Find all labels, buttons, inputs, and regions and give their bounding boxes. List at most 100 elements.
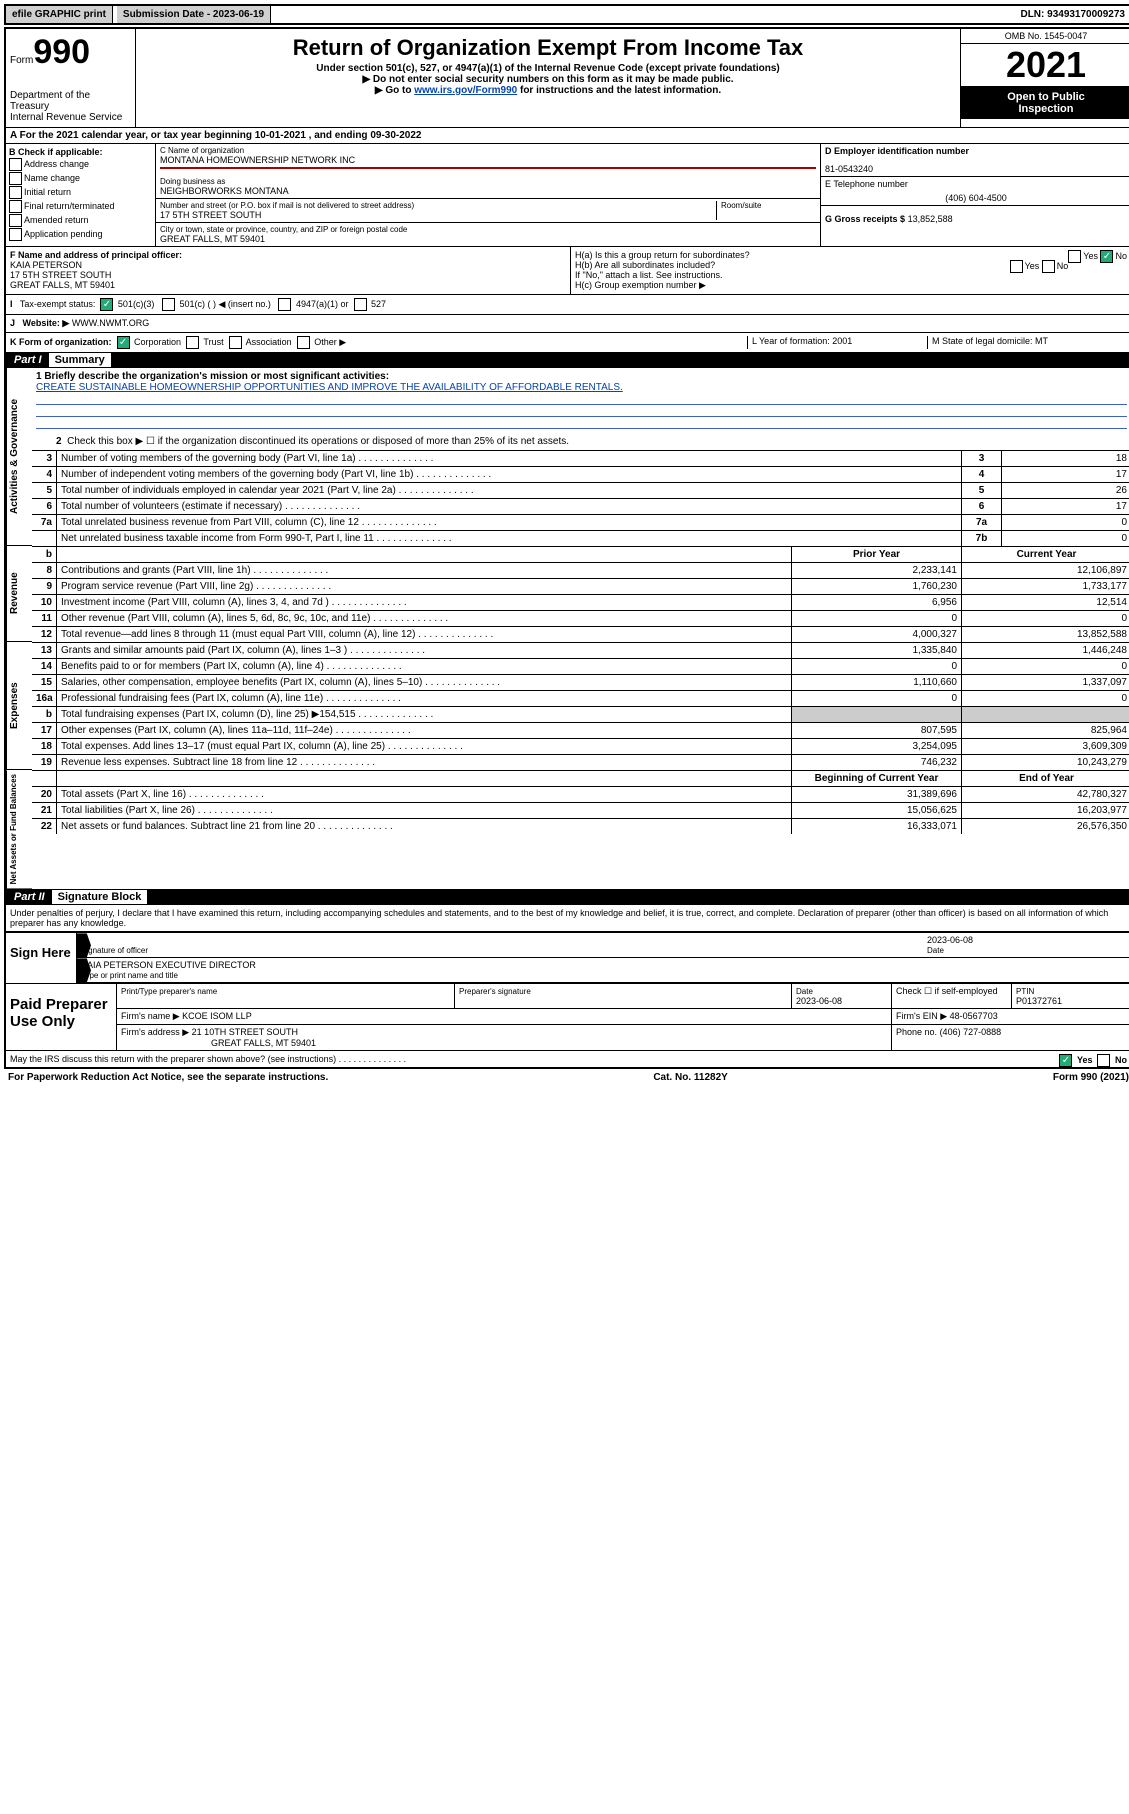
line-text: Number of independent voting members of … — [56, 467, 961, 482]
summary-row: 17 Other expenses (Part IX, column (A), … — [32, 722, 1129, 738]
line-number: 20 — [32, 787, 56, 802]
cb-527[interactable] — [354, 298, 367, 311]
sign-here-label: Sign Here — [6, 933, 76, 983]
officer-name: KAIA PETERSON — [10, 260, 82, 270]
summary-row: 11 Other revenue (Part VIII, column (A),… — [32, 610, 1129, 626]
phone-value: (406) 604-4500 — [825, 193, 1127, 203]
omb-number: OMB No. 1545-0047 — [961, 29, 1129, 44]
summary-row: 22 Net assets or fund balances. Subtract… — [32, 818, 1129, 834]
lbl-other: Other ▶ — [314, 337, 346, 347]
goto-post: for instructions and the latest informat… — [517, 85, 721, 96]
cb-application-pending[interactable]: Application pending — [9, 228, 152, 241]
room-suite-label: Room/suite — [716, 201, 816, 220]
officer-name-label: Type or print name and title — [81, 971, 178, 980]
year-formation: L Year of formation: 2001 — [747, 336, 927, 349]
prior-year-value: 16,333,071 — [791, 819, 961, 834]
cb-initial-return[interactable]: Initial return — [9, 186, 152, 199]
discuss-no-label: No — [1115, 1055, 1127, 1065]
summary-row: 5 Total number of individuals employed i… — [32, 482, 1129, 498]
cb-address-change[interactable]: Address change — [9, 158, 152, 171]
tax-status-label: Tax-exempt status: — [20, 299, 96, 309]
cb-501c[interactable] — [162, 298, 175, 311]
line-number: 4 — [32, 467, 56, 482]
lbl-association: Association — [246, 337, 292, 347]
line-number: 3 — [32, 451, 56, 466]
cb-name-change[interactable]: Name change — [9, 172, 152, 185]
firm-addr2: GREAT FALLS, MT 59401 — [211, 1038, 316, 1048]
current-year-value: 12,106,897 — [961, 563, 1129, 578]
line-ref: 5 — [961, 483, 1001, 498]
line-text: Revenue less expenses. Subtract line 18 … — [56, 755, 791, 770]
officer-label: F Name and address of principal officer: — [10, 250, 182, 260]
ha-no-label: No — [1115, 251, 1127, 261]
prep-self-employed[interactable]: Check ☐ if self-employed — [891, 984, 1011, 1008]
irs-link[interactable]: www.irs.gov/Form990 — [414, 85, 517, 96]
hb-no-checkbox[interactable] — [1042, 260, 1055, 273]
line-value: 17 — [1001, 467, 1129, 482]
cb-other[interactable] — [297, 336, 310, 349]
line-text: Program service revenue (Part VIII, line… — [56, 579, 791, 594]
current-year-value: 1,337,097 — [961, 675, 1129, 690]
prior-year-value: 2,233,141 — [791, 563, 961, 578]
cb-corporation[interactable] — [117, 336, 130, 349]
line-text: Number of voting members of the governin… — [56, 451, 961, 466]
line-number: 19 — [32, 755, 56, 770]
cb-trust[interactable] — [186, 336, 199, 349]
city-value: GREAT FALLS, MT 59401 — [160, 234, 816, 244]
ha-yes-label: Yes — [1083, 251, 1098, 261]
form-prefix: Form — [10, 55, 33, 66]
firm-name: KCOE ISOM LLP — [182, 1011, 252, 1021]
summary-row: 6 Total number of volunteers (estimate i… — [32, 498, 1129, 514]
line-value: 18 — [1001, 451, 1129, 466]
line-ref: 7a — [961, 515, 1001, 530]
ha-no-checkbox[interactable] — [1100, 250, 1113, 263]
col-d-right: D Employer identification number 81-0543… — [821, 144, 1129, 246]
discuss-no-checkbox[interactable] — [1097, 1054, 1110, 1067]
summary-row: 10 Investment income (Part VIII, column … — [32, 594, 1129, 610]
line-text: Net unrelated business taxable income fr… — [56, 531, 961, 546]
open-public-1: Open to Public — [1007, 91, 1085, 103]
hb-note: If "No," attach a list. See instructions… — [575, 270, 722, 280]
ha-label: H(a) Is this a group return for subordin… — [575, 250, 750, 260]
line-ref: 7b — [961, 531, 1001, 546]
vtab-expenses: Expenses — [6, 642, 32, 770]
open-public-2: Inspection — [1018, 103, 1073, 115]
prior-year-value: 0 — [791, 611, 961, 626]
line-number: 22 — [32, 819, 56, 834]
part1-label: Part I — [14, 354, 42, 366]
cb-amended-return[interactable]: Amended return — [9, 214, 152, 227]
summary-row: 19 Revenue less expenses. Subtract line … — [32, 754, 1129, 770]
line-number: b — [32, 707, 56, 722]
cb-association[interactable] — [229, 336, 242, 349]
lbl-trust: Trust — [203, 337, 223, 347]
current-year-value: 16,203,977 — [961, 803, 1129, 818]
form-org-label: K Form of organization: — [10, 337, 112, 347]
hb-yes-checkbox[interactable] — [1010, 260, 1023, 273]
dba-name: NEIGHBORWORKS MONTANA — [160, 186, 816, 196]
discuss-yes-checkbox[interactable] — [1059, 1054, 1072, 1067]
ha-yes-checkbox[interactable] — [1068, 250, 1081, 263]
summary-row: 9 Program service revenue (Part VIII, li… — [32, 578, 1129, 594]
line-text: Total number of volunteers (estimate if … — [56, 499, 961, 514]
line-number: 17 — [32, 723, 56, 738]
efile-print-button[interactable]: efile GRAPHIC print — [6, 6, 113, 23]
firm-ein: 48-0567703 — [950, 1011, 998, 1021]
cb-final-return[interactable]: Final return/terminated — [9, 200, 152, 213]
ein-label: D Employer identification number — [825, 146, 1127, 156]
line-number: 6 — [32, 499, 56, 514]
line-number: 8 — [32, 563, 56, 578]
officer-printed-name: KAIA PETERSON EXECUTIVE DIRECTOR — [81, 960, 256, 970]
line-text: Professional fundraising fees (Part IX, … — [56, 691, 791, 706]
cb-4947[interactable] — [278, 298, 291, 311]
line-ref: 4 — [961, 467, 1001, 482]
part1-header: Part I Summary — [6, 352, 1129, 368]
firm-ein-label: Firm's EIN ▶ — [896, 1011, 947, 1021]
form-frame: Form990 Department of the Treasury Inter… — [4, 27, 1129, 1069]
officer-addr1: 17 5TH STREET SOUTH — [10, 270, 111, 280]
line-number: 16a — [32, 691, 56, 706]
col-b-checkboxes: B Check if applicable: Address change Na… — [6, 144, 156, 246]
state-domicile: M State of legal domicile: MT — [927, 336, 1127, 349]
current-year-value: 3,609,309 — [961, 739, 1129, 754]
cb-501c3[interactable] — [100, 298, 113, 311]
part2-title: Signature Block — [52, 890, 148, 904]
